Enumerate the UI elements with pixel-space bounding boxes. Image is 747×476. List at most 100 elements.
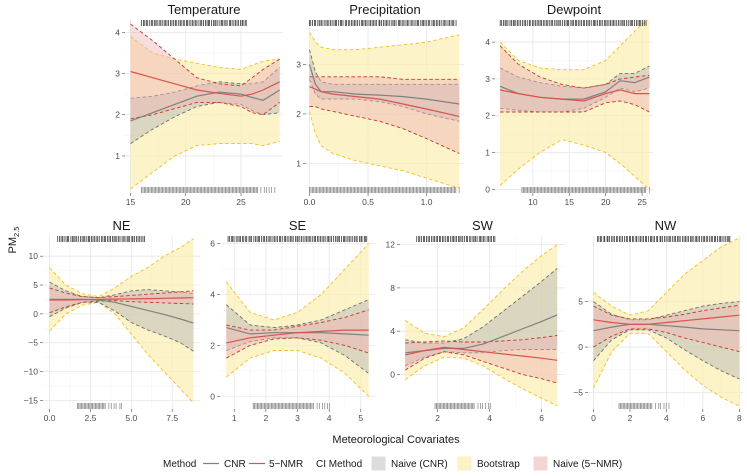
y-tick-label: 0: [578, 342, 583, 352]
y-tick-label: 5: [578, 297, 583, 307]
plot-area: [225, 243, 370, 397]
plot-area: [130, 23, 281, 190]
naive-nmr-ci-fill: [500, 45, 650, 112]
x-tick-label: 2: [628, 413, 633, 423]
legend-ci-bootstrap-label: Bootstrap: [477, 459, 520, 470]
naive-nmr-ci-upper: [309, 76, 460, 80]
x-tick-label: 20: [181, 197, 191, 207]
cnr-line: [308, 64, 460, 105]
bootstrap-ci-upper: [49, 238, 194, 298]
x-tick-label: 6: [701, 413, 706, 423]
panel-title: Precipitation: [349, 2, 421, 17]
legend-ci-naive-nmr-key: [532, 455, 549, 472]
x-tick-label: 4: [487, 413, 492, 423]
naive-cnr-ci-fill: [226, 299, 369, 374]
naive-cnr-ci-lower: [405, 349, 558, 367]
naive-nmr-ci-lower: [309, 106, 460, 154]
legend-ci-title: CI Method: [316, 459, 362, 470]
rug-marks: [597, 236, 731, 409]
cnr-line: [130, 89, 281, 122]
bootstrap-ci-lower: [130, 141, 280, 190]
nmr-line: [405, 346, 558, 361]
legend: Method CNR 5−NMR CI Method Naive (CNR) B…: [163, 455, 622, 472]
y-tick-label: 2: [210, 340, 215, 350]
bootstrap-ci-upper: [593, 237, 740, 316]
x-tick-label: 15: [565, 197, 575, 207]
bootstrap-ci-lower: [226, 350, 370, 397]
y-tick-label: 4: [390, 326, 395, 336]
bootstrap-ci-lower: [49, 301, 194, 404]
panel-title: NE: [112, 218, 130, 233]
y-tick-label: 0: [33, 309, 38, 319]
y-tick-label: 2: [296, 109, 301, 119]
plot-area: [49, 238, 194, 404]
bootstrap-ci-fill: [405, 244, 558, 406]
y-tick-label: 12: [386, 240, 396, 250]
y-axis-label: PM2.5: [7, 227, 21, 254]
y-tick-label: 5: [33, 280, 38, 290]
panel-dewpoint: 10 15 20 25 0 1 2 3 4 Dewpoint: [485, 2, 653, 207]
legend-ci-naive-nmr-label: Naive (5−NMR): [553, 459, 622, 470]
naive-cnr-ci-fill: [405, 268, 558, 366]
x-tick-label: 2: [264, 413, 269, 423]
x-tick-label: 10: [528, 197, 538, 207]
panel-temperature: 15 20 25 1 2 3 4 Temperature: [115, 2, 283, 207]
naive-cnr-ci-fill: [309, 49, 460, 122]
y-tick-label: 0: [210, 391, 215, 401]
nmr-line: [309, 86, 460, 117]
y-axis-label-subscript: 2.5: [12, 227, 21, 237]
rug-marks: [416, 236, 496, 409]
rug-marks: [227, 236, 368, 409]
nmr-line: [130, 70, 280, 97]
naive-nmr-ci-upper: [593, 304, 740, 320]
nmr-line: [499, 89, 650, 102]
axes: 0.0 0.5 1.0 1 2 3: [296, 59, 432, 207]
y-tick-label: 3: [485, 74, 490, 84]
y-axis-label-main: PM: [7, 237, 19, 254]
legend-method-title: Method: [163, 459, 196, 470]
naive-nmr-ci-fill: [593, 305, 740, 352]
bootstrap-ci-lower: [593, 332, 740, 407]
y-tick-label: 6: [210, 239, 215, 249]
naive-cnr-ci-upper: [309, 49, 460, 85]
x-tick-label: 0.5: [362, 197, 374, 207]
panel-title: NW: [655, 218, 677, 233]
nmr-line: [593, 314, 740, 325]
naive-cnr-ci-upper: [49, 281, 194, 299]
nmr-line: [226, 329, 369, 344]
naive-cnr-ci-upper: [130, 67, 280, 99]
y-tick-label: 0: [390, 369, 395, 379]
panel-title: SE: [289, 218, 307, 233]
bootstrap-ci-fill: [49, 238, 194, 404]
panel-ne: 0.0 2.5 5.0 7.5 −15 −10 −5 0 5 10 NE: [24, 218, 200, 423]
plot-area: [499, 20, 650, 190]
rug-marks: [57, 236, 145, 409]
axes: 2 4 6 0 4 8 12: [386, 240, 545, 423]
y-tick-label: −15: [24, 395, 39, 405]
y-tick-label: −5: [28, 338, 38, 348]
bootstrap-ci-fill: [500, 20, 650, 190]
x-tick-label: 4: [327, 413, 332, 423]
bootstrap-ci-fill: [309, 32, 460, 189]
naive-nmr-ci-upper: [49, 287, 194, 299]
y-tick-label: 1: [115, 151, 120, 161]
y-tick-label: 4: [115, 27, 120, 37]
panel-precipitation: 0.0 0.5 1.0 1 2 3 Precipitation: [296, 2, 464, 207]
panel-se: 1 2 3 4 5 0 2 4 6 SE: [210, 218, 375, 423]
panel-title: Temperature: [168, 2, 241, 17]
cnr-line: [593, 323, 740, 332]
rug-marks: [309, 20, 460, 193]
naive-cnr-ci-fill: [500, 66, 650, 112]
plot-area: [593, 237, 740, 407]
naive-nmr-ci-upper: [130, 23, 280, 87]
x-tick-label: 8: [737, 413, 742, 423]
axes: 0 2 4 6 8 −5 0 5: [573, 297, 742, 423]
naive-nmr-ci-lower: [593, 328, 740, 353]
naive-cnr-ci-lower: [500, 87, 650, 113]
x-axis-label: Meteorological Covariates: [332, 434, 460, 446]
y-tick-label: 4: [485, 37, 490, 47]
x-tick-label: 15: [126, 197, 136, 207]
naive-cnr-ci-lower: [49, 301, 194, 352]
x-tick-label: 0: [591, 413, 596, 423]
